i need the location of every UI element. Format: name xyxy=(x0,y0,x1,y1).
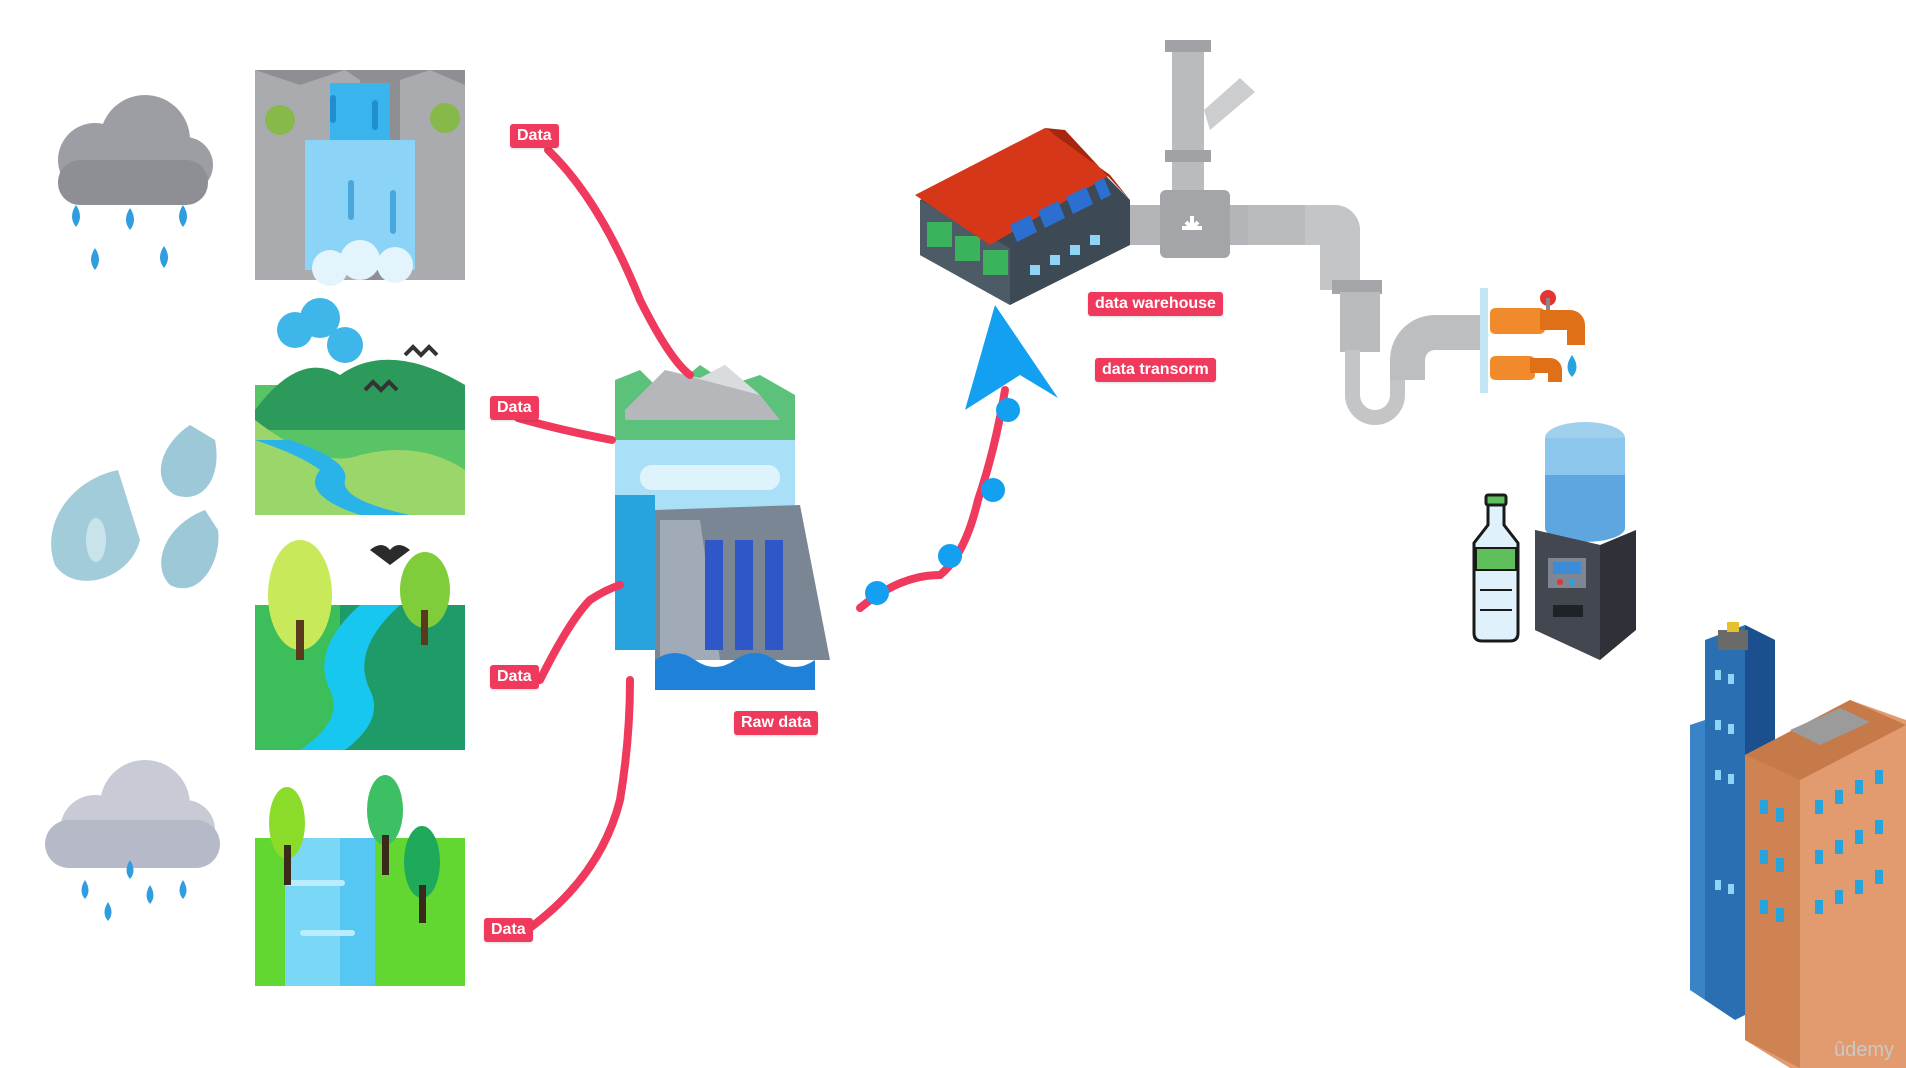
stroke-data-2 xyxy=(514,414,616,444)
dam-icon xyxy=(615,365,830,690)
label-data-4: Data xyxy=(484,918,533,942)
faucet-icon xyxy=(1480,288,1585,393)
river-trees-icon xyxy=(255,775,465,986)
label-data-transform: data transorm xyxy=(1095,358,1216,382)
pipe-icon xyxy=(1130,40,1480,425)
blue-arrow-icon xyxy=(965,305,1058,410)
waterfall-icon xyxy=(255,70,465,286)
label-raw-data: Raw data xyxy=(734,711,819,735)
stroke-data-4 xyxy=(516,676,634,939)
label-data-1: Data xyxy=(510,124,559,148)
water-drops-icon xyxy=(51,425,219,589)
bottle-icon xyxy=(1472,493,1520,643)
river-forest-icon xyxy=(255,540,465,750)
label-data-warehouse: data warehouse xyxy=(1088,292,1223,316)
label-data-3: Data xyxy=(490,665,539,689)
annotation-strokes xyxy=(514,146,1009,939)
buildings-icon xyxy=(1690,622,1906,1068)
stroke-data-3 xyxy=(536,581,624,684)
rain-cloud-2-icon xyxy=(45,760,220,921)
rain-cloud-icon xyxy=(58,95,213,270)
warehouse-icon xyxy=(915,128,1130,305)
river-valley-icon xyxy=(255,298,465,515)
blue-markers xyxy=(865,398,1020,605)
stroke-raw-to-warehouse xyxy=(856,386,1009,612)
stroke-data-1 xyxy=(544,146,694,379)
water-cooler-icon xyxy=(1535,422,1636,660)
udemy-watermark: ûdemy xyxy=(1833,1039,1894,1061)
label-data-2: Data xyxy=(490,396,539,420)
